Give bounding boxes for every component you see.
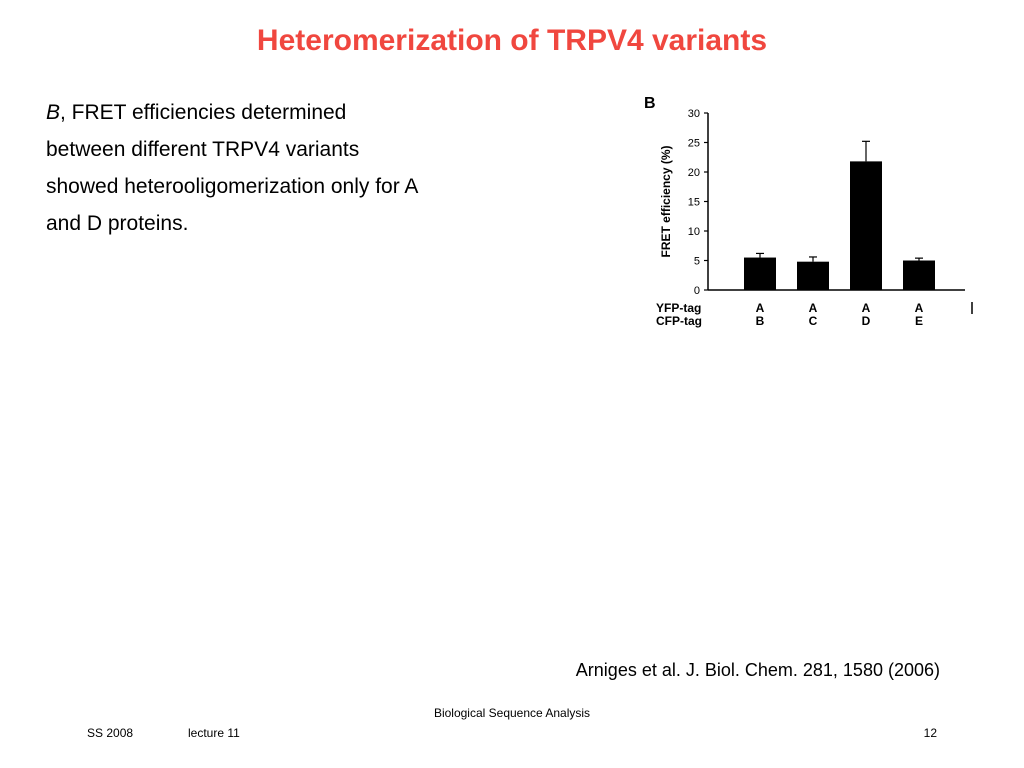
footer-course-title: Biological Sequence Analysis: [433, 706, 591, 720]
description-text: B, FRET efficiencies determined between …: [46, 94, 426, 242]
category-label-yfp: A: [756, 301, 765, 315]
bar: [903, 260, 935, 290]
category-label-cfp: E: [915, 314, 923, 328]
row-label-yfp: YFP-tag: [656, 301, 701, 315]
panel-letter: B: [644, 95, 656, 112]
category-label-yfp: A: [809, 301, 818, 315]
slide-title: Heteromerization of TRPV4 variants: [256, 24, 768, 57]
bar: [797, 261, 829, 290]
category-label-cfp: C: [809, 314, 818, 328]
category-label-yfp: A: [862, 301, 871, 315]
y-tick-label: 0: [694, 285, 700, 297]
y-tick-label: 5: [694, 256, 700, 268]
bar: [850, 161, 882, 290]
citation: Arniges et al. J. Biol. Chem. 281, 1580 …: [575, 660, 940, 680]
category-label-cfp: D: [862, 314, 871, 328]
bar: [744, 257, 776, 290]
y-tick-label: 10: [688, 226, 700, 238]
category-label-cfp: B: [756, 314, 765, 328]
y-axis-label: FRET efficiency (%): [659, 145, 673, 257]
footer-lecture: lecture 11: [188, 726, 240, 740]
figure-letter: B: [46, 101, 61, 124]
y-tick-label: 20: [688, 167, 700, 179]
y-tick-label: 30: [688, 108, 700, 120]
footer-semester: SS 2008: [87, 726, 134, 740]
y-tick-label: 25: [688, 138, 700, 150]
category-label-yfp: A: [915, 301, 924, 315]
description-body: , FRET efficiencies determined between d…: [46, 101, 418, 235]
footer-page-number: 12: [923, 726, 937, 740]
fret-bar-chart: B 0 5 10 15 20 25 30 FRET efficiency (%) YFP-tag C…: [640, 88, 980, 338]
row-label-cfp: CFP-tag: [656, 314, 702, 328]
y-tick-label: 15: [688, 197, 700, 209]
